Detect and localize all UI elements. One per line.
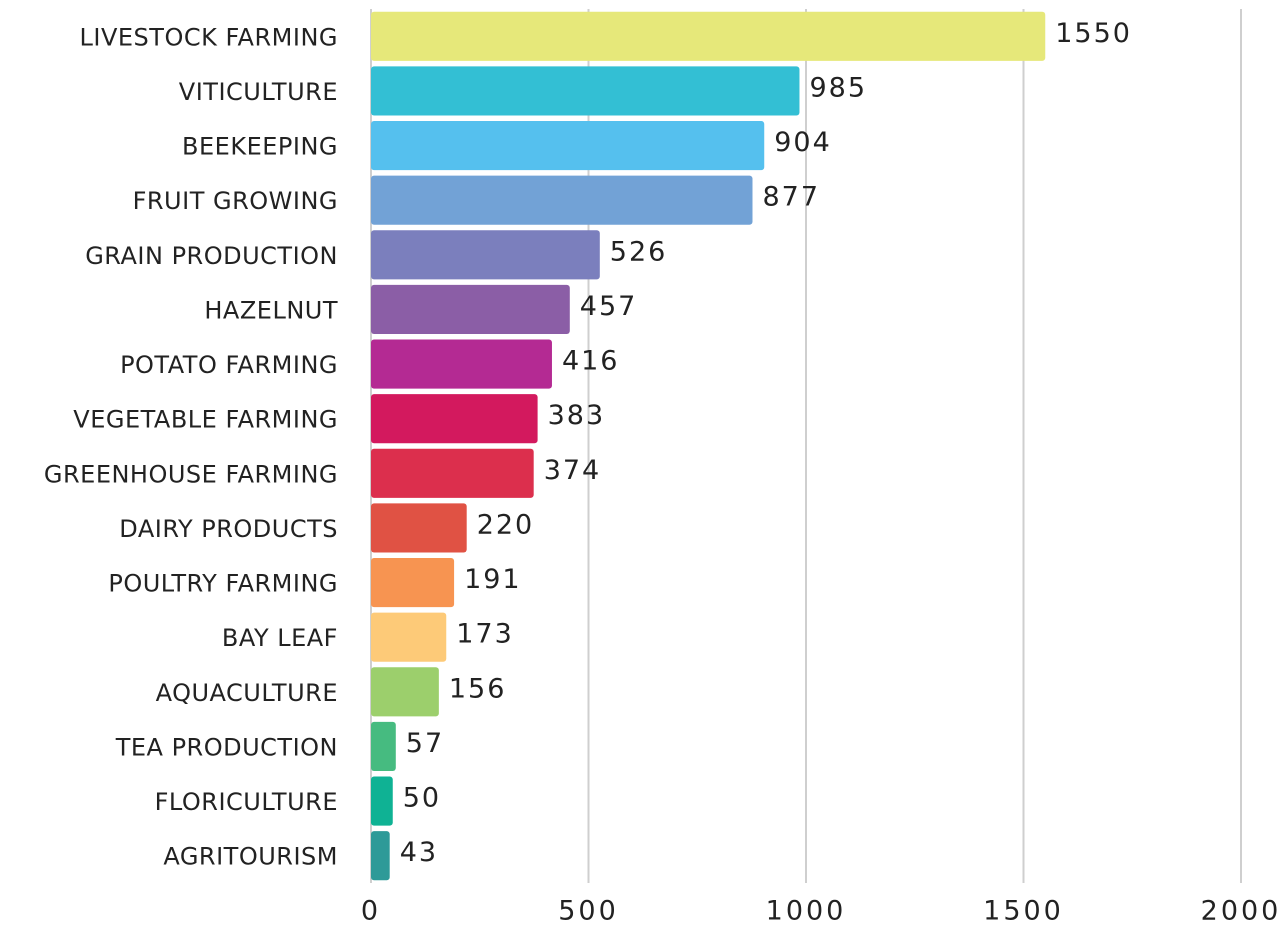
value-label: 191 [464, 564, 522, 595]
x-tick-label: 0 [361, 896, 381, 927]
bar [371, 175, 753, 225]
y-tick-label: BEEKEEPING [182, 133, 338, 161]
x-tick-label: 1500 [983, 896, 1064, 927]
value-label: 383 [548, 400, 606, 431]
value-label: 1550 [1055, 18, 1132, 49]
y-tick-label: LIVESTOCK FARMING [80, 23, 338, 51]
y-tick-label: GREENHOUSE FARMING [44, 460, 338, 488]
value-label: 220 [477, 509, 535, 540]
bar [371, 557, 455, 608]
x-tick-label: 1000 [766, 896, 847, 927]
bar [371, 503, 467, 553]
y-tick-label: POULTRY FARMING [108, 570, 338, 598]
x-tick-label: 500 [558, 896, 619, 927]
value-label: 374 [544, 455, 602, 486]
value-label: 877 [762, 182, 820, 213]
bar [371, 11, 1046, 61]
value-label: 985 [809, 72, 867, 103]
x-tick-label: 2000 [1201, 896, 1282, 927]
y-tick-label: FLORICULTURE [155, 788, 338, 816]
y-tick-label: DAIRY PRODUCTS [119, 515, 338, 543]
bar [371, 66, 800, 116]
value-label: 50 [403, 783, 441, 814]
value-label: 416 [562, 346, 620, 377]
value-label: 457 [580, 291, 638, 322]
y-tick-label: FRUIT GROWING [133, 187, 338, 215]
bar [371, 394, 538, 444]
bar [371, 612, 447, 662]
y-tick-label: VEGETABLE FARMING [73, 406, 338, 434]
y-tick-label: GRAIN PRODUCTION [85, 242, 338, 270]
y-tick-label: POTATO FARMING [120, 351, 338, 379]
y-tick-label: AQUACULTURE [156, 679, 338, 707]
bar [371, 776, 393, 826]
value-label: 173 [456, 619, 514, 650]
value-label: 526 [610, 236, 668, 267]
value-label: 43 [400, 837, 438, 868]
y-tick-label: HAZELNUT [204, 296, 338, 324]
value-label: 156 [449, 673, 507, 704]
y-tick-label: TEA PRODUCTION [115, 733, 338, 761]
value-label: 904 [774, 127, 832, 158]
bar [371, 448, 534, 498]
y-tick-label: BAY LEAF [222, 624, 338, 652]
bar [371, 721, 396, 772]
bar [371, 284, 570, 335]
y-tick-label: VITICULTURE [179, 78, 338, 106]
bar [371, 831, 390, 881]
bar [371, 667, 439, 717]
bar [371, 339, 552, 389]
y-tick-label: AGRITOURISM [163, 843, 338, 871]
bar [371, 120, 765, 171]
bar [371, 230, 600, 280]
value-label: 57 [406, 728, 444, 759]
